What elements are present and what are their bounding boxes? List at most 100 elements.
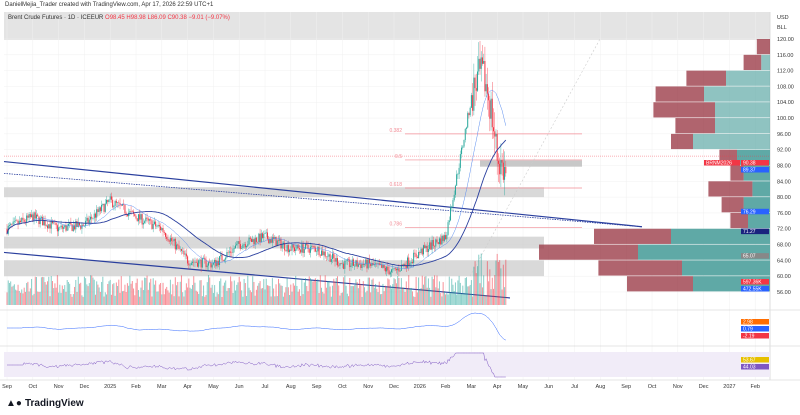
candle-body <box>90 216 92 220</box>
volume-profile-sell <box>675 118 715 134</box>
gap-zone <box>480 160 582 167</box>
candle-body <box>389 272 391 275</box>
volume-bar <box>328 280 330 305</box>
volume-bar <box>40 277 42 305</box>
candle-body <box>192 261 194 263</box>
volume-bar <box>250 292 252 305</box>
price-badge <box>741 333 769 339</box>
volume-bar <box>114 295 116 305</box>
volume-bar <box>237 282 239 305</box>
candle-body <box>230 251 232 253</box>
candle-body <box>80 225 82 229</box>
candle-body <box>203 257 205 259</box>
volume-profile-sell <box>598 260 682 276</box>
candle-body <box>238 241 240 245</box>
x-tick: 2027 <box>723 384 735 390</box>
downtrend-line-dotted <box>3 173 643 228</box>
candle-body <box>306 243 308 245</box>
candle-body <box>12 221 14 225</box>
volume-bar <box>468 286 470 305</box>
x-tick: Sep <box>2 384 12 390</box>
unit-label: BLL <box>777 25 787 31</box>
symbol-name[interactable]: Brent Crude Futures · 1D · ICEEUR <box>8 15 104 21</box>
volume-bar <box>152 278 154 305</box>
volume-bar <box>76 291 78 305</box>
volume-bar <box>330 296 332 305</box>
volume-bar <box>74 286 76 305</box>
volume-bar <box>192 285 194 305</box>
volume-bar <box>60 292 62 305</box>
candle-body <box>82 224 84 226</box>
price-badge <box>741 286 769 292</box>
volume-bar <box>317 279 319 305</box>
candle-body <box>27 215 29 218</box>
candle-body <box>445 235 447 240</box>
tradingview-logo[interactable]: ▲● TradingView <box>6 398 84 409</box>
volume-bar <box>252 276 254 305</box>
volume-bar <box>287 287 289 305</box>
volume-bar <box>319 275 321 305</box>
volume-bar <box>155 280 157 305</box>
candle-body <box>274 236 276 239</box>
candle-body <box>410 262 412 264</box>
volume-bar <box>264 289 266 305</box>
volume-bar <box>361 296 363 305</box>
volume-bar <box>37 291 39 305</box>
x-tick: Jul <box>261 384 268 390</box>
candle-body <box>112 199 114 208</box>
candle-body <box>334 258 336 262</box>
fib-label: 0.786 <box>389 222 402 228</box>
x-tick: Oct <box>29 384 38 390</box>
volume-bar <box>168 292 170 305</box>
candle-body <box>8 224 10 226</box>
candle-body <box>352 259 354 266</box>
volume-bar <box>51 280 53 305</box>
candle-body <box>86 217 88 221</box>
candle-body <box>292 244 294 248</box>
volume-profile-buy <box>704 86 770 102</box>
candle-body <box>174 239 176 250</box>
candle-body <box>494 131 496 137</box>
candle-body <box>199 259 201 261</box>
candle-body <box>384 267 386 272</box>
price-badge-label: 53.67 <box>743 358 756 364</box>
volume-bar <box>67 282 69 305</box>
volume-bar <box>501 289 503 305</box>
candle-body <box>206 265 208 268</box>
volume-bar <box>142 290 144 305</box>
volume-bar <box>485 295 487 305</box>
candle-body <box>71 224 73 231</box>
candle-body <box>31 214 33 218</box>
candle-body <box>252 239 254 242</box>
volume-bar <box>63 289 65 305</box>
volume-bar <box>214 285 216 305</box>
volume-bar <box>387 278 389 305</box>
volume-bar <box>249 290 251 305</box>
candle-body <box>270 239 272 243</box>
candle-body <box>109 196 111 200</box>
candle-body <box>69 222 71 224</box>
candle-body <box>397 268 399 271</box>
volume-bar <box>447 294 449 305</box>
candle-body <box>362 263 364 265</box>
candle-body <box>504 167 506 180</box>
volume-bar <box>430 296 432 305</box>
volume-bar <box>420 288 422 305</box>
candle-body <box>160 226 162 231</box>
volume-bar <box>66 279 68 305</box>
volume-bar <box>427 278 429 305</box>
volume-bar <box>384 285 386 305</box>
candle-body <box>345 260 347 262</box>
candle-body <box>67 223 69 226</box>
volume-bar <box>164 288 166 305</box>
price-badge-label: 597.36K <box>743 280 762 286</box>
volume-bar <box>486 261 488 305</box>
candle-body <box>330 259 332 262</box>
volume-profile-buy <box>715 118 770 134</box>
candle-body <box>434 245 436 247</box>
y-tick: 120.00 <box>777 37 794 43</box>
support-zone <box>4 260 544 277</box>
volume-bar <box>247 275 249 305</box>
volume-bar <box>371 279 373 305</box>
